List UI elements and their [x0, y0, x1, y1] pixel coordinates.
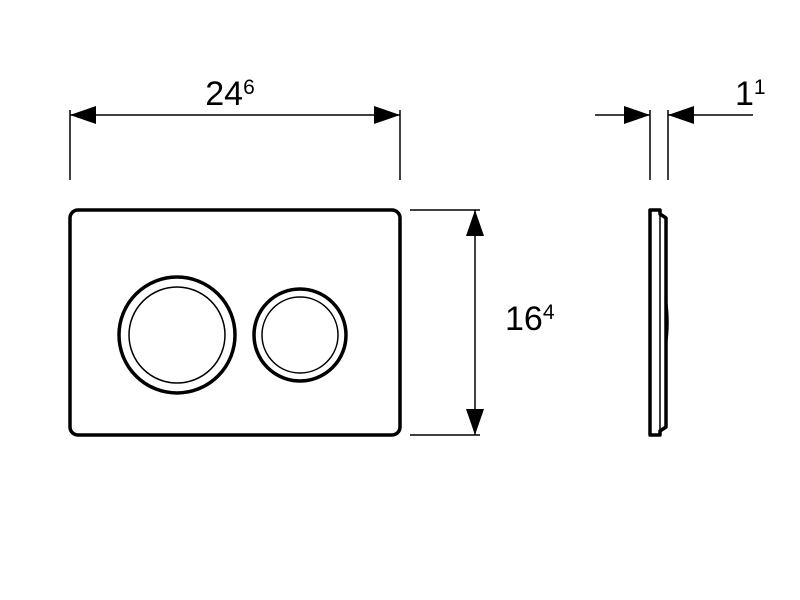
- dim-height-label: 164: [505, 300, 555, 338]
- dim-thickness-label: 11: [735, 75, 766, 113]
- dim-width-label: 246: [205, 75, 255, 113]
